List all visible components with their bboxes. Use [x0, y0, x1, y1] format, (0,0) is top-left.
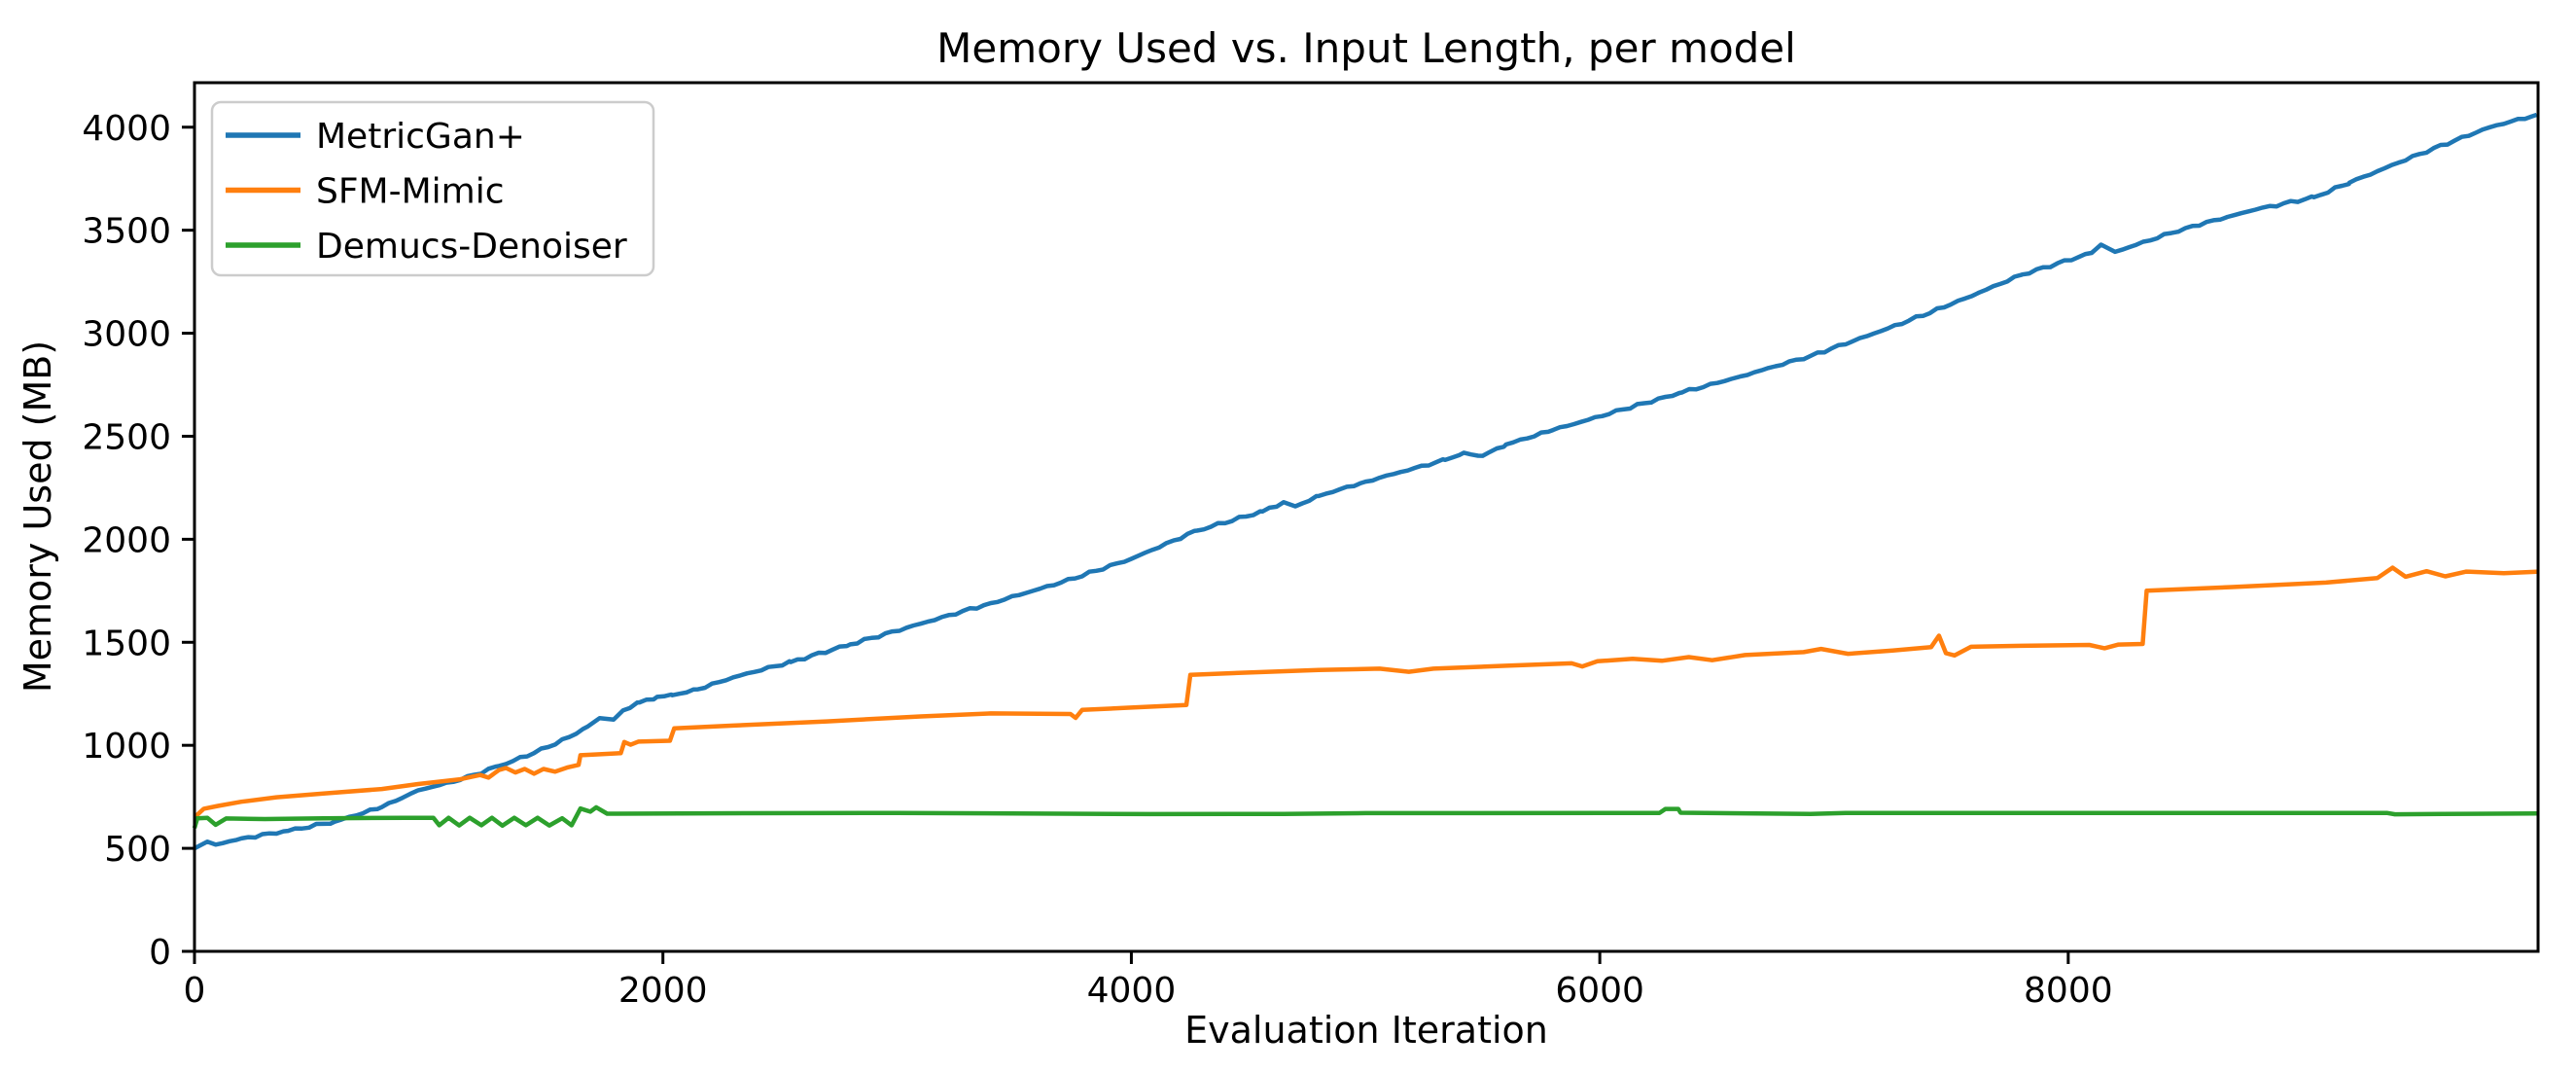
- series-line-demucs-denoiser: [192, 804, 2537, 829]
- legend-label: Demucs-Denoiser: [316, 227, 627, 267]
- legend-label: MetricGan+: [316, 117, 525, 157]
- chart-title: Memory Used vs. Input Length, per model: [936, 24, 1796, 72]
- x-ticks: 0 2000 4000 6000 8000: [184, 951, 2113, 1011]
- y-tick-label: 1000: [82, 727, 171, 767]
- y-tick-label: 1500: [82, 624, 171, 663]
- x-tick-label: 4000: [1087, 971, 1177, 1011]
- x-tick-label: 2000: [618, 971, 708, 1011]
- series-line-metricgan-: [193, 112, 2538, 851]
- y-axis-label: Memory Used (MB): [17, 340, 59, 693]
- plot-border: [193, 81, 2540, 953]
- y-tick-label: 2000: [82, 520, 171, 560]
- x-tick-label: 6000: [1555, 971, 1644, 1011]
- y-tick-label: 500: [104, 830, 171, 870]
- y-tick-label: 2500: [82, 417, 171, 457]
- legend-box: [210, 100, 655, 277]
- legend: MetricGan+ SFM-Mimic Demucs-Denoiser: [210, 100, 655, 277]
- y-tick-label: 0: [149, 933, 171, 973]
- legend-label: SFM-Mimic: [316, 172, 505, 212]
- y-tick-label: 3000: [82, 315, 171, 355]
- x-tick-label: 0: [184, 971, 206, 1011]
- x-axis-label: Evaluation Iteration: [1184, 1009, 1548, 1052]
- y-ticks: 0 500 1000 1500 2000 2500 3000 3500 4000: [82, 109, 194, 973]
- x-tick-label: 8000: [2024, 971, 2113, 1011]
- y-tick-label: 4000: [82, 109, 171, 149]
- y-tick-label: 3500: [82, 212, 171, 252]
- series-line-sfm-mimic: [193, 565, 2537, 819]
- series-lines: [192, 112, 2538, 851]
